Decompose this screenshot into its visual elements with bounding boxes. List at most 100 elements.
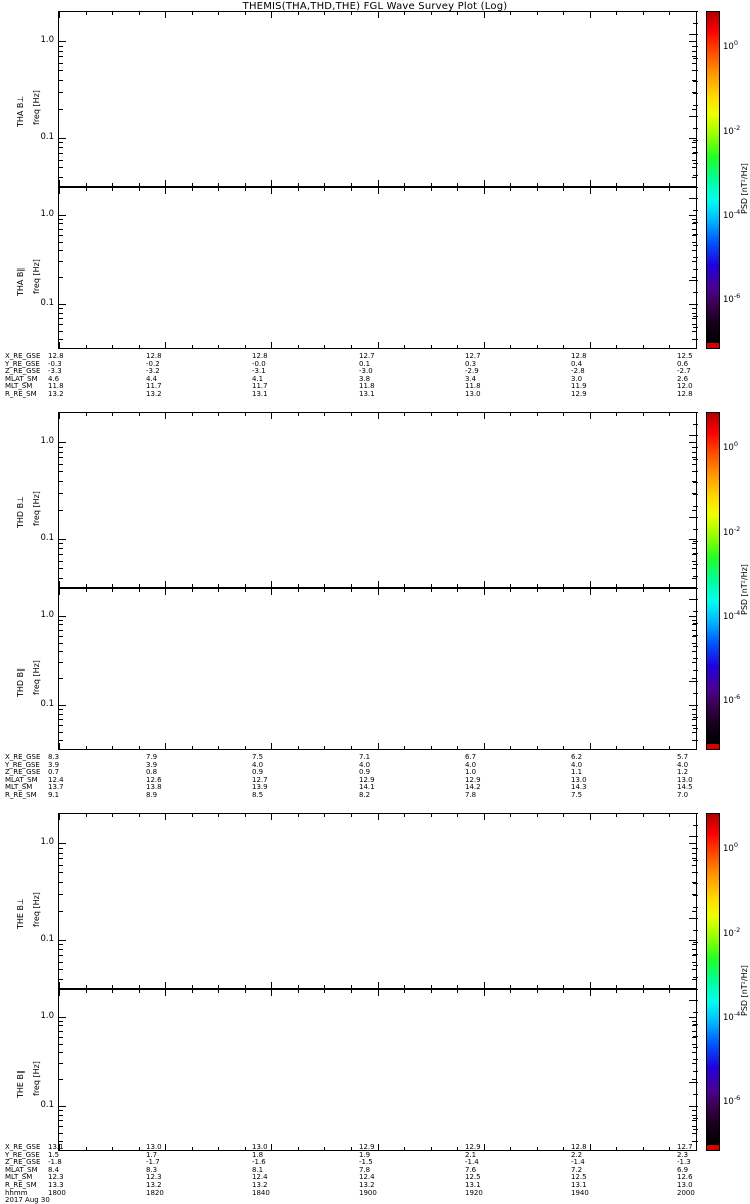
y-minor-tick bbox=[692, 1079, 696, 1080]
y-minor-tick bbox=[59, 709, 63, 710]
colorbar-scale-tick bbox=[693, 412, 698, 413]
annot-value: 12.5 bbox=[677, 352, 693, 360]
y-major-tick bbox=[689, 41, 696, 42]
y-minor-tick bbox=[692, 1063, 696, 1064]
x-minor-tick bbox=[139, 746, 140, 749]
colorbar-scale-tick bbox=[693, 447, 698, 448]
x-major-tick bbox=[484, 990, 485, 996]
y-major-tick bbox=[59, 41, 66, 42]
x-minor-tick bbox=[245, 589, 246, 592]
x-major-tick bbox=[696, 180, 697, 186]
panel-yunit-tha-bperp: freq [Hz] bbox=[32, 90, 41, 125]
panel-yunit-the-bpar: freq [Hz] bbox=[32, 1061, 41, 1096]
annot-value: 12.3 bbox=[48, 1173, 64, 1182]
annot-value: 13.1 bbox=[48, 1143, 64, 1151]
colorbar-scale-tick bbox=[693, 564, 698, 565]
colorbar-scale-tick bbox=[693, 529, 698, 530]
annot-value: 12.3 bbox=[146, 1173, 162, 1182]
panel-tha-bperp bbox=[58, 11, 697, 187]
x-minor-tick bbox=[112, 183, 113, 186]
y-tick-label: 1.0 bbox=[40, 610, 54, 620]
panel-yunit-thd-bpar: freq [Hz] bbox=[32, 660, 41, 695]
annot-value: 13.0 bbox=[146, 1143, 162, 1151]
x-minor-tick bbox=[218, 985, 219, 988]
colorbar-scale-tick bbox=[689, 599, 698, 600]
x-minor-tick bbox=[643, 413, 644, 416]
x-minor-tick bbox=[431, 183, 432, 186]
x-major-tick bbox=[590, 581, 591, 587]
y-tick-label: 1.0 bbox=[40, 209, 54, 219]
x-minor-tick bbox=[139, 584, 140, 587]
y-minor-tick bbox=[692, 678, 696, 679]
y-minor-tick bbox=[692, 277, 696, 278]
x-minor-tick bbox=[298, 345, 299, 348]
y-minor-tick bbox=[692, 1110, 696, 1111]
panel-label-the-bpar: THE B∥ bbox=[16, 1070, 25, 1098]
x-minor-tick bbox=[431, 985, 432, 988]
panel-label-tha-bpar: THA B∥ bbox=[16, 267, 25, 296]
y-minor-tick bbox=[59, 447, 63, 448]
y-minor-tick bbox=[692, 643, 696, 644]
x-minor-tick bbox=[192, 345, 193, 348]
x-minor-tick bbox=[563, 746, 564, 749]
colorbar-endcap bbox=[706, 743, 720, 750]
annot-row-name: X_RE_GSE bbox=[5, 753, 41, 761]
x-minor-tick bbox=[218, 183, 219, 186]
annot-value: 12.0 bbox=[677, 382, 693, 391]
panel-label-thd-bpar: THD B∥ bbox=[16, 667, 25, 697]
colorbar-scale-tick bbox=[693, 210, 698, 211]
x-minor-tick bbox=[245, 183, 246, 186]
colorbar-scale-tick bbox=[689, 435, 698, 436]
x-minor-tick bbox=[669, 584, 670, 587]
x-minor-tick bbox=[324, 413, 325, 416]
colorbar-tick-label: 10-6 bbox=[723, 1094, 741, 1108]
colorbar-scale-tick bbox=[693, 81, 698, 82]
annot-value: 13.2 bbox=[359, 1181, 375, 1189]
x-minor-tick bbox=[537, 12, 538, 15]
annot-value: 1920 bbox=[465, 1188, 483, 1197]
x-major-tick bbox=[59, 342, 60, 348]
annot-value: 1800 bbox=[48, 1188, 66, 1197]
x-minor-tick bbox=[218, 1147, 219, 1150]
x-minor-tick bbox=[404, 345, 405, 348]
colorbar-scale-tick bbox=[693, 541, 698, 542]
y-major-tick bbox=[689, 1106, 696, 1107]
y-major-tick bbox=[689, 705, 696, 706]
annot-value: 0.1 bbox=[359, 359, 371, 368]
annot-value: 11.7 bbox=[146, 382, 162, 391]
y-tick-label: 1.0 bbox=[40, 837, 54, 847]
x-minor-tick bbox=[404, 584, 405, 587]
x-minor-tick bbox=[616, 814, 617, 817]
colorbar-scale-tick bbox=[693, 1024, 698, 1025]
y-minor-tick bbox=[59, 324, 63, 325]
colorbar-scale-tick bbox=[693, 954, 698, 955]
annot-value: 12.5 bbox=[571, 1173, 587, 1182]
x-minor-tick bbox=[510, 188, 511, 191]
x-minor-tick bbox=[537, 990, 538, 993]
annot-value: 11.8 bbox=[48, 382, 64, 391]
colorbar-scale-tick bbox=[693, 576, 698, 577]
x-major-tick bbox=[59, 12, 60, 18]
y-major-tick bbox=[689, 539, 696, 540]
x-minor-tick bbox=[86, 589, 87, 592]
x-major-tick bbox=[590, 982, 591, 988]
annot-value: 5.7 bbox=[677, 753, 689, 761]
annot-value: 13.0 bbox=[677, 775, 693, 784]
y-minor-tick bbox=[692, 80, 696, 81]
x-major-tick bbox=[696, 12, 697, 18]
annot-value: 4.0 bbox=[465, 760, 477, 769]
y-minor-tick bbox=[692, 167, 696, 168]
x-minor-tick bbox=[112, 990, 113, 993]
annot-value: 4.6 bbox=[48, 374, 60, 383]
y-minor-tick bbox=[59, 620, 63, 621]
y-minor-tick bbox=[59, 543, 63, 544]
colorbar-scale-tick bbox=[689, 280, 698, 281]
x-major-tick bbox=[590, 1144, 591, 1150]
y-minor-tick bbox=[59, 719, 63, 720]
y-tick-label: 0.1 bbox=[40, 934, 54, 944]
x-major-tick bbox=[59, 982, 60, 988]
x-major-tick bbox=[271, 180, 272, 186]
y-major-tick bbox=[59, 843, 66, 844]
y-minor-tick bbox=[59, 1133, 63, 1134]
annot-value: 12.7 bbox=[677, 1143, 693, 1151]
